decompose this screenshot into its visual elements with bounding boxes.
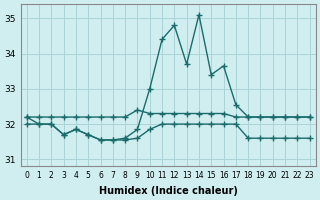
X-axis label: Humidex (Indice chaleur): Humidex (Indice chaleur): [99, 186, 238, 196]
